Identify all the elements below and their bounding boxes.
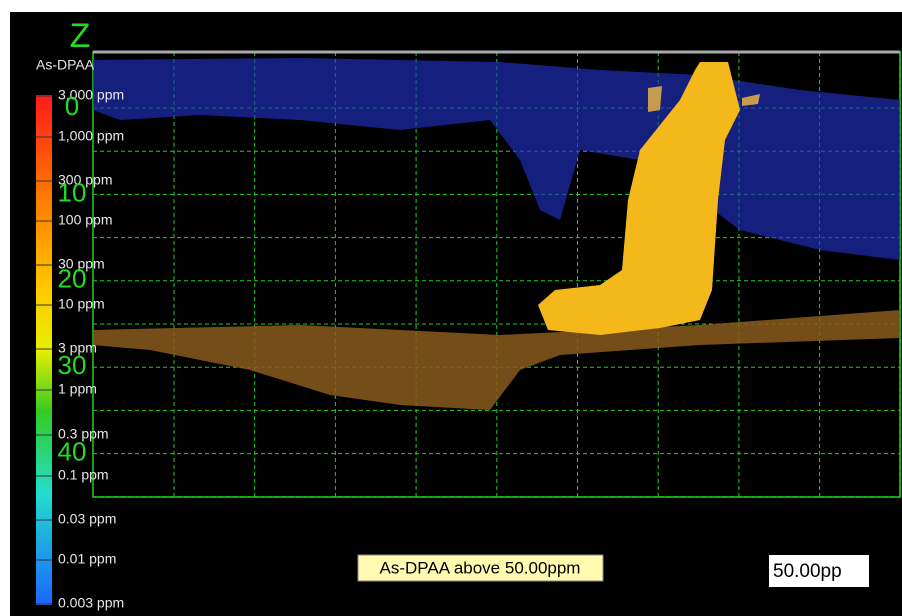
legend-label: 30 ppm [58, 256, 105, 272]
legend-label: 3 ppm [58, 340, 97, 356]
legend-label: 10 ppm [58, 296, 105, 312]
value-box-text: 50.00pp [773, 561, 842, 582]
brown-layer [93, 310, 900, 410]
legend-label: 3,000 ppm [58, 87, 124, 103]
axis-label: 30 [58, 350, 87, 380]
plume-fragments [648, 86, 760, 112]
legend-label: 100 ppm [58, 212, 112, 228]
legend-label: 0.003 ppm [58, 595, 124, 611]
axis-label: 10 [58, 177, 87, 207]
legend-label: 1 ppm [58, 381, 97, 397]
axis-label: 40 [58, 436, 87, 466]
legend-label: 0.3 ppm [58, 426, 109, 442]
value-box [769, 555, 869, 587]
legend-title: As-DPAA [36, 57, 95, 73]
legend-label: 1,000 ppm [58, 128, 124, 144]
yellow-plume [538, 62, 740, 335]
legend-label: 0.03 ppm [58, 511, 116, 527]
axis-label: 20 [58, 264, 87, 294]
legend-label: 300 ppm [58, 172, 112, 188]
axis-title: Z [70, 17, 91, 55]
axis-label: 0 [65, 91, 79, 121]
caption-box [357, 554, 604, 582]
legend-label: 0.1 ppm [58, 467, 109, 483]
color-bar [36, 95, 52, 605]
legend-label: 0.01 ppm [58, 551, 116, 567]
caption: As-DPAA above 50.00ppm [380, 558, 581, 577]
